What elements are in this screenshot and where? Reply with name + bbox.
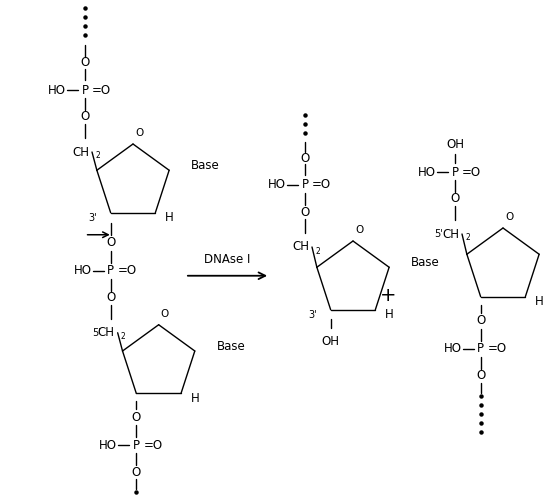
Text: 2: 2 (465, 234, 470, 243)
Text: CH: CH (98, 326, 114, 339)
Text: P: P (81, 84, 89, 97)
Text: HO: HO (444, 342, 461, 355)
Text: 2: 2 (120, 332, 125, 341)
Text: =O: =O (118, 264, 137, 277)
Text: =O: =O (488, 342, 507, 355)
Text: O: O (476, 314, 485, 327)
Text: OH: OH (446, 139, 464, 151)
Text: HO: HO (48, 84, 66, 97)
Text: O: O (80, 56, 90, 69)
Text: =O: =O (312, 179, 331, 192)
Text: HO: HO (74, 264, 92, 277)
Text: O: O (131, 466, 141, 479)
Text: O: O (300, 151, 310, 164)
Text: O: O (161, 309, 169, 319)
Text: P: P (477, 342, 484, 355)
Text: P: P (133, 439, 140, 452)
Text: H: H (191, 392, 200, 405)
Text: DNAse I: DNAse I (204, 253, 250, 266)
Text: O: O (131, 411, 141, 424)
Text: Base: Base (411, 256, 440, 269)
Text: HO: HO (100, 439, 117, 452)
Text: OH: OH (322, 335, 340, 348)
Text: O: O (476, 369, 485, 382)
Text: 2: 2 (95, 151, 100, 160)
Text: O: O (135, 128, 143, 138)
Text: O: O (106, 236, 116, 249)
Text: O: O (450, 193, 460, 205)
Text: HO: HO (418, 165, 436, 179)
Text: 5': 5' (434, 229, 443, 239)
Text: O: O (355, 225, 363, 235)
Text: H: H (386, 308, 394, 321)
Text: CH: CH (72, 146, 89, 158)
Text: Base: Base (217, 340, 245, 352)
Text: O: O (106, 291, 116, 304)
Text: 3': 3' (308, 310, 317, 320)
Text: P: P (107, 264, 114, 277)
Text: HO: HO (268, 179, 286, 192)
Text: CH: CH (442, 228, 459, 241)
Text: +: + (379, 286, 396, 305)
Text: O: O (505, 212, 513, 222)
Text: CH: CH (292, 241, 309, 253)
Text: Base: Base (191, 159, 220, 172)
Text: O: O (300, 205, 310, 218)
Text: H: H (166, 211, 174, 224)
Text: =O: =O (144, 439, 162, 452)
Text: 5': 5' (92, 328, 101, 338)
Text: =O: =O (92, 84, 111, 97)
Text: P: P (301, 179, 309, 192)
Text: 2: 2 (315, 247, 320, 255)
Text: =O: =O (462, 165, 481, 179)
Text: 3': 3' (88, 213, 97, 223)
Text: O: O (80, 110, 90, 123)
Text: P: P (452, 165, 459, 179)
Text: H: H (535, 295, 544, 308)
